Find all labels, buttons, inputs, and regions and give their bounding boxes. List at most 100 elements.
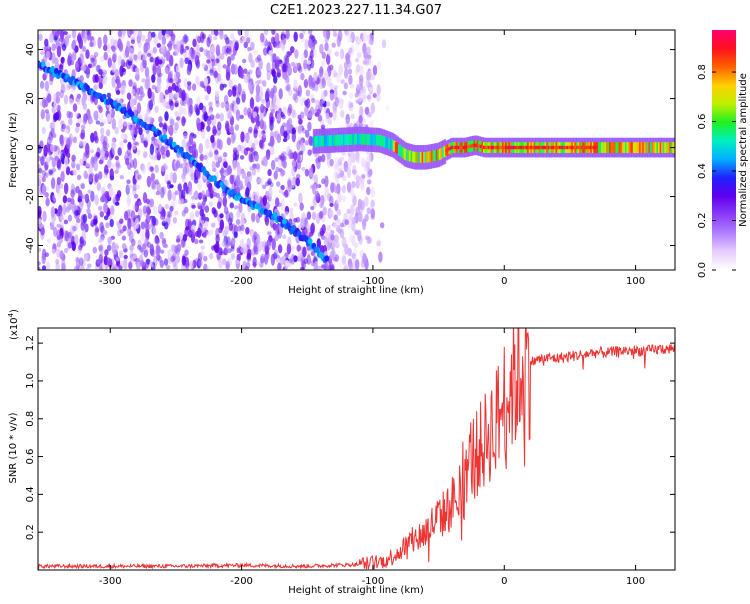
heatmap-cell [256,54,262,62]
heatmap-cell [361,94,366,103]
heatmap-cell [268,186,273,198]
heatmap-cell [347,100,352,109]
heatmap-cell [181,138,186,148]
heatmap-cell [609,142,612,153]
heatmap-cell [305,129,310,138]
heatmap-cell [212,125,217,137]
heatmap-cell [667,142,670,153]
heatmap-cell [154,105,159,113]
heatmap-cell [98,221,104,231]
heatmap-cell [270,198,275,210]
heatmap-cell [333,32,338,37]
heatmap-cell [217,61,222,73]
top-y-axis-label: Frequency (Hz) [8,112,19,188]
heatmap-cell [377,134,380,146]
heatmap-cell [205,265,211,270]
heatmap-cell [209,114,215,121]
heatmap-cell [424,151,428,163]
heatmap-cell [323,135,327,147]
heatmap-cell [144,113,149,122]
heatmap-cell [366,207,371,215]
heatmap-cell [70,189,75,199]
heatmap-cell [196,122,202,132]
heatmap-cell [468,144,472,149]
heatmap-cell [656,142,659,153]
heatmap-cell [111,76,116,88]
y-tick-label: 0.8 [25,411,36,427]
heatmap-cell [161,237,167,243]
heatmap-cell [336,173,341,179]
heatmap-cell [135,184,141,190]
heatmap-cell [168,138,173,145]
heatmap-cell [49,33,54,44]
heatmap-cell [285,30,290,40]
heatmap-cell [289,207,294,213]
heatmap-cell [335,198,340,204]
heatmap-cell [524,145,527,150]
heatmap-cell [333,134,336,146]
heatmap-cell [164,203,169,210]
heatmap-cell [61,258,66,270]
heatmap-cell [261,121,267,132]
heatmap-cell [257,178,262,184]
heatmap-cell [206,117,212,126]
heatmap-cell [237,165,242,177]
heatmap-cell [38,174,42,179]
heatmap-cell [462,145,466,150]
heatmap-cell [46,238,51,244]
heatmap-cell [262,132,267,138]
heatmap-cell [191,83,197,91]
heatmap-cell [174,44,180,56]
heatmap-cell [265,181,270,187]
heatmap-cell [200,245,205,251]
heatmap-cell [137,50,142,61]
heatmap-cell [132,205,137,210]
heatmap-cell [112,267,117,270]
heatmap-cell [198,239,204,244]
heatmap-cell [44,172,49,178]
heatmap-cell [479,144,483,149]
heatmap-cell [329,195,334,206]
heatmap-cell [201,113,207,120]
heatmap-cell [184,92,190,105]
heatmap-cell [244,75,249,84]
heatmap-cell [555,145,559,150]
heatmap-cell [134,54,139,63]
y-tick-label: 1.0 [25,373,36,389]
heatmap-cell [351,180,356,189]
heatmap-cell [590,145,593,150]
heatmap-cell [321,264,326,269]
heatmap-cell [239,114,244,120]
heatmap-cell [127,141,132,151]
heatmap-cell [300,72,305,81]
heatmap-cell [282,155,287,161]
bottom-plot-frame [37,327,676,571]
heatmap-cell [82,117,88,125]
heatmap-cell [339,48,345,60]
heatmap-cell [182,107,187,115]
heatmap-cell [308,167,314,180]
heatmap-cell [245,147,251,152]
heatmap-cell [369,134,373,146]
heatmap-cell [315,99,320,107]
heatmap-cell [583,145,587,150]
heatmap-cell [352,195,357,207]
heatmap-cell [307,238,313,245]
heatmap-cell [157,30,163,41]
heatmap-cell [170,255,175,263]
heatmap-cell [438,148,442,160]
heatmap-cell [79,132,84,139]
chart-title: C2E1.2023.227.11.34.G07 [270,3,442,18]
heatmap-cell [61,43,67,52]
heatmap-cell [132,158,138,169]
heatmap-cell [525,145,529,150]
heatmap-cell [206,59,211,64]
heatmap-cell [322,193,327,202]
heatmap-cell [370,102,375,114]
heatmap-cell [51,248,56,255]
heatmap-cell [546,145,549,150]
heatmap-cell [258,58,263,70]
heatmap-cell [327,48,332,56]
heatmap-cell [102,140,107,149]
heatmap-cell [261,111,267,119]
